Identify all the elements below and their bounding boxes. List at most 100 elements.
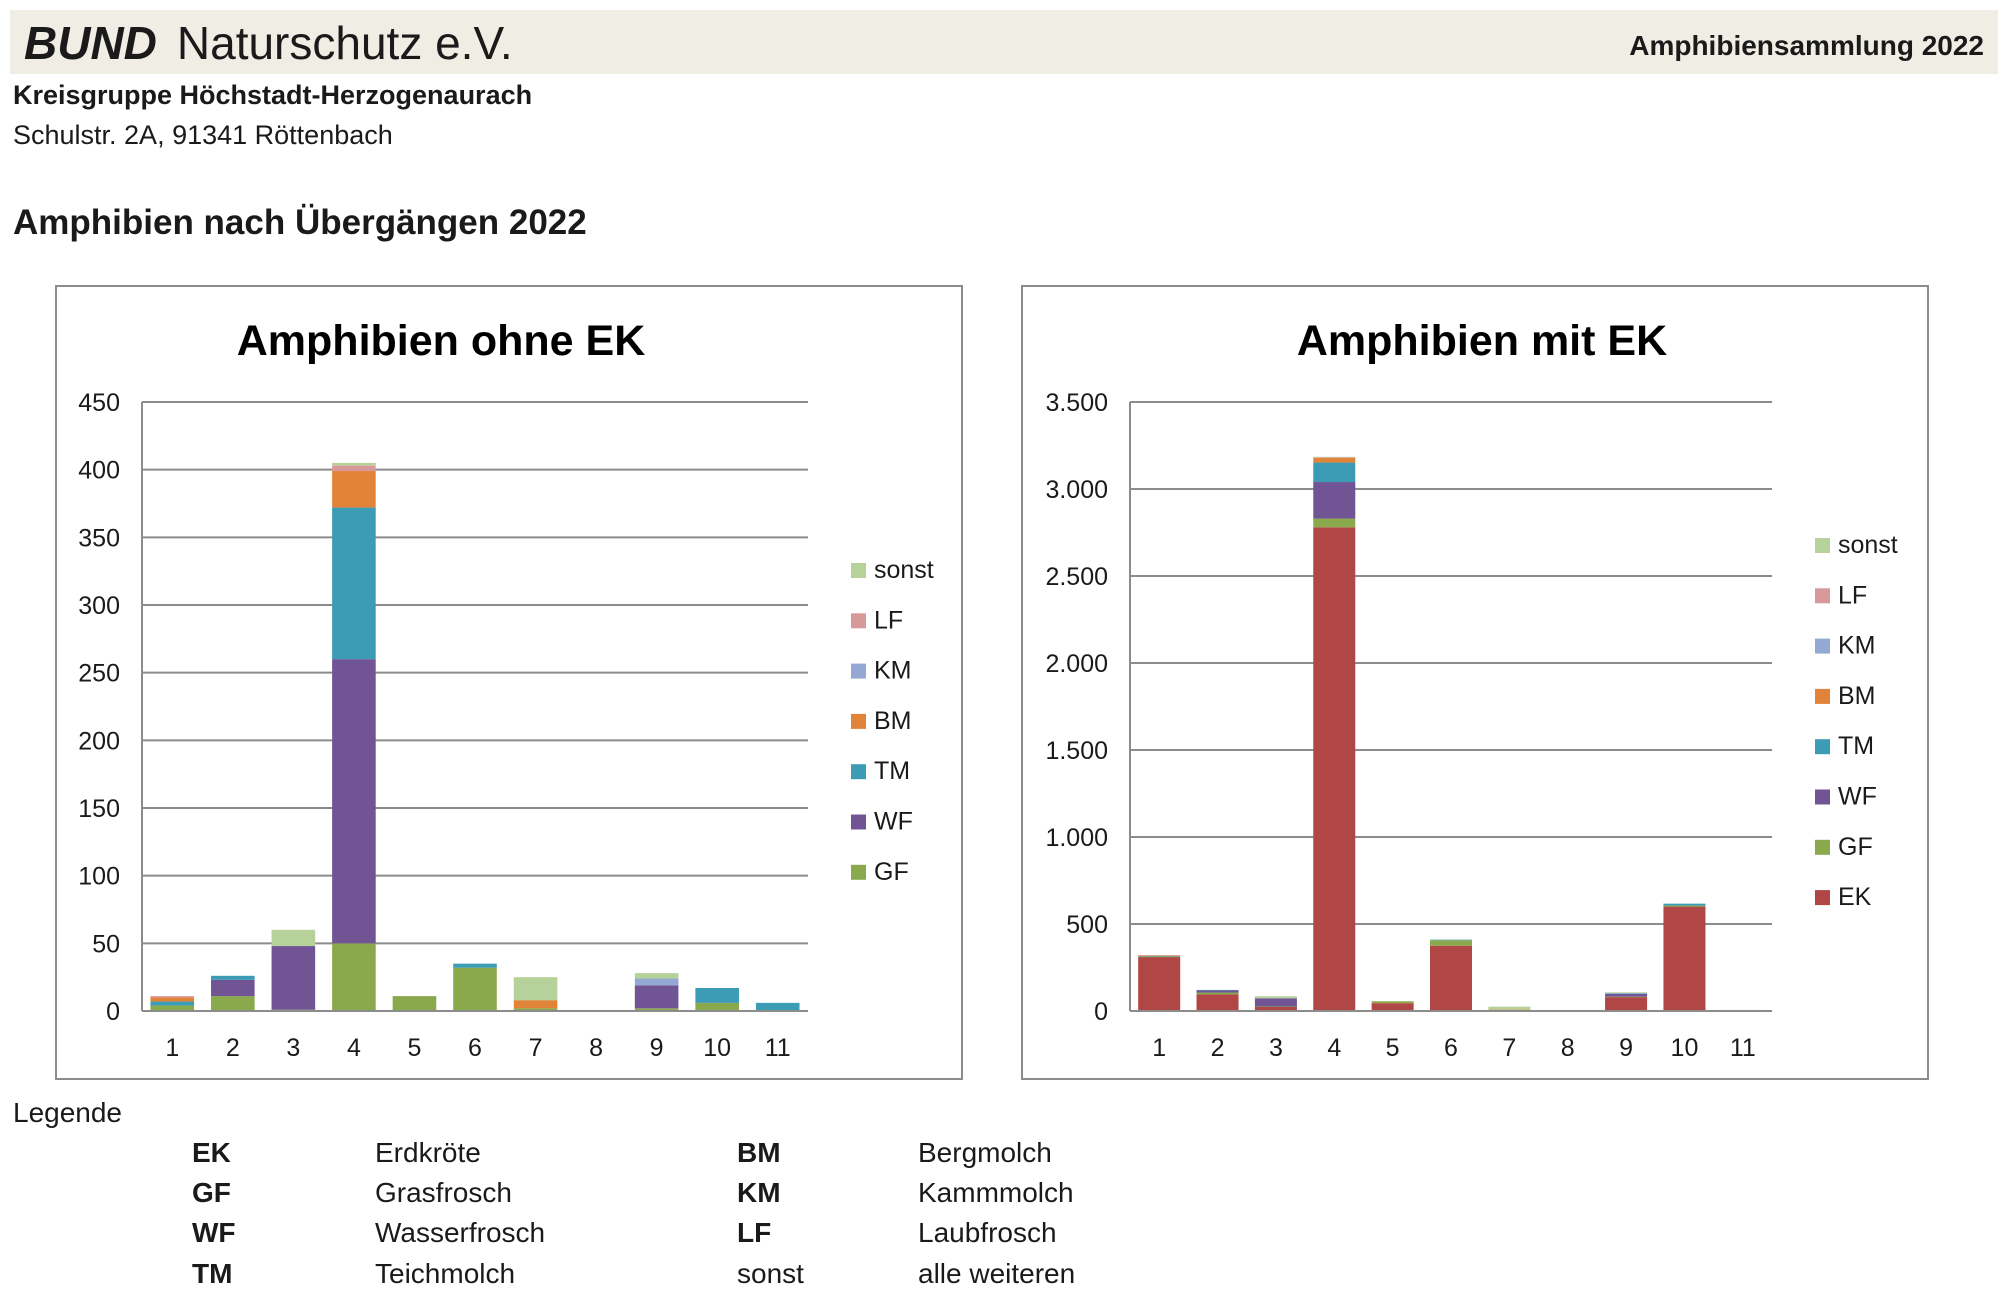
document-title: Amphibiensammlung 2022 bbox=[1629, 30, 1984, 61]
bar-ek-3 bbox=[1254, 1006, 1297, 1011]
x-tick-label: 7 bbox=[529, 1034, 543, 1062]
bar-lf-4 bbox=[332, 465, 376, 472]
bar-tm-6 bbox=[453, 963, 497, 968]
legend-label-ek: EK bbox=[1838, 883, 1872, 911]
bar-bm-7 bbox=[513, 1000, 558, 1009]
legend-swatch-lf bbox=[851, 613, 866, 629]
bar-wf-3 bbox=[1254, 998, 1297, 1007]
legend-swatch-km bbox=[851, 663, 866, 679]
legend-label-tm: TM bbox=[1838, 732, 1874, 760]
legend-swatch-tm bbox=[851, 764, 866, 780]
bar-gf-9 bbox=[1605, 996, 1648, 998]
bar-gf-5 bbox=[392, 996, 437, 1011]
bar-gf-10 bbox=[695, 1002, 739, 1011]
bar-gf-10 bbox=[1663, 905, 1706, 907]
bar-ek-6 bbox=[1429, 945, 1473, 1011]
legend-label-tm: TM bbox=[874, 757, 910, 785]
legend-swatch-ek bbox=[1815, 890, 1830, 906]
legend-name-sonst: alle weiteren bbox=[918, 1258, 1076, 1289]
bar-tm-1 bbox=[1138, 955, 1181, 957]
bar-gf-4 bbox=[1313, 518, 1356, 528]
legend-label-lf: LF bbox=[1838, 581, 1867, 609]
chart-ohne-ek: Amphibien ohne EK 0 50 100 150 200 250 300 350 40… bbox=[55, 285, 963, 1080]
bar-sonst-7 bbox=[513, 977, 558, 1001]
bar-wf-2 bbox=[1196, 990, 1239, 993]
y-tick-label: 3.000 bbox=[1045, 476, 1108, 504]
bar-lf-4 bbox=[1313, 457, 1356, 458]
y-tick-label: 300 bbox=[78, 592, 120, 620]
y-tick-label: 0 bbox=[106, 998, 120, 1026]
bar-tm-10 bbox=[1663, 903, 1706, 906]
legend-abbr-gf: GF bbox=[192, 1177, 231, 1208]
legend-swatch-gf bbox=[851, 864, 866, 880]
bar-wf-2 bbox=[211, 979, 255, 997]
x-tick-label: 5 bbox=[1386, 1034, 1400, 1062]
legend-label-bm: BM bbox=[1838, 682, 1876, 710]
y-tick-label: 3.500 bbox=[1045, 389, 1108, 417]
x-tick-label: 9 bbox=[650, 1034, 664, 1062]
legend-swatch-tm bbox=[1815, 739, 1830, 755]
x-tick-label: 8 bbox=[589, 1034, 603, 1062]
y-tick-label: 1.000 bbox=[1045, 824, 1108, 852]
legend-label-km: KM bbox=[874, 657, 912, 685]
bar-wf-3 bbox=[271, 946, 316, 1010]
x-tick-label: 6 bbox=[468, 1034, 482, 1062]
y-tick-label: 50 bbox=[92, 930, 120, 958]
x-tick-label: 5 bbox=[408, 1034, 422, 1062]
y-tick-label: 2.500 bbox=[1045, 563, 1108, 591]
legend-label-sonst: sonst bbox=[1838, 531, 1898, 559]
legend-name-wf: Wasserfrosch bbox=[375, 1217, 546, 1248]
bar-tm-11 bbox=[755, 1002, 800, 1011]
bar-tm-1 bbox=[150, 1001, 195, 1006]
legend-name-gf: Grasfrosch bbox=[375, 1177, 512, 1208]
legend-name-lf: Laubfrosch bbox=[918, 1217, 1057, 1248]
y-tick-label: 1.500 bbox=[1045, 737, 1108, 765]
legend-label-wf: WF bbox=[1838, 783, 1877, 811]
bar-gf-1 bbox=[150, 1005, 195, 1011]
y-tick-label: 400 bbox=[78, 457, 120, 485]
legend-label-gf: GF bbox=[1838, 833, 1873, 861]
x-tick-label: 11 bbox=[1730, 1034, 1756, 1062]
x-tick-label: 3 bbox=[286, 1034, 300, 1062]
bar-gf-4 bbox=[332, 943, 376, 1011]
legend-label-sonst: sonst bbox=[874, 556, 934, 584]
bar-ek-9 bbox=[1605, 997, 1648, 1011]
bar-sonst-9 bbox=[634, 973, 679, 979]
legend-name-km: Kammmolch bbox=[918, 1177, 1074, 1208]
bar-tm-2 bbox=[211, 975, 255, 980]
legend-abbr-km: KM bbox=[737, 1177, 781, 1208]
bar-wf-4 bbox=[332, 659, 376, 944]
bar-tm-4 bbox=[332, 507, 376, 660]
legend-label-wf: WF bbox=[874, 808, 913, 836]
bar-gf-2 bbox=[211, 996, 255, 1011]
legend-title: Legende bbox=[13, 1097, 123, 1128]
legend-label-lf: LF bbox=[874, 606, 903, 634]
x-tick-label: 11 bbox=[765, 1034, 791, 1062]
x-tick-label: 2 bbox=[1211, 1034, 1225, 1062]
brand-logo: BUND Naturschutz e.V. bbox=[24, 20, 513, 66]
y-tick-label: 500 bbox=[1066, 911, 1108, 939]
brand-rest: Naturschutz e.V. bbox=[176, 17, 513, 69]
bar-sonst-3 bbox=[271, 929, 316, 947]
chart-ohne-ek-svg: Amphibien ohne EK 0 50 100 150 200 250 300 350 40… bbox=[78, 317, 934, 1062]
legend-abbr-tm: TM bbox=[192, 1258, 233, 1289]
legend-swatch-sonst bbox=[851, 563, 866, 578]
x-tick-label: 10 bbox=[703, 1034, 731, 1062]
y-tick-label: 150 bbox=[78, 795, 120, 823]
bar-ek-1 bbox=[1138, 957, 1181, 1011]
bar-bm-4 bbox=[332, 471, 376, 508]
bar-tm-2 bbox=[1196, 989, 1239, 991]
bar-gf-3 bbox=[1254, 1006, 1297, 1007]
bar-tm-6 bbox=[1429, 939, 1473, 941]
bar-gf-2 bbox=[1196, 992, 1239, 995]
y-tick-label: 350 bbox=[78, 524, 120, 552]
organization-name: Kreisgruppe Höchstadt-Herzogenaurach bbox=[13, 80, 533, 110]
y-tick-label: 2.000 bbox=[1045, 650, 1108, 678]
legend-label-bm: BM bbox=[874, 707, 912, 735]
bar-ek-5 bbox=[1371, 1003, 1414, 1011]
x-tick-label: 1 bbox=[165, 1034, 179, 1062]
y-tick-label: 0 bbox=[1094, 998, 1108, 1026]
legend-name-ek: Erdkröte bbox=[375, 1137, 481, 1168]
bar-gf-1 bbox=[1138, 956, 1181, 958]
bar-km-9 bbox=[634, 978, 679, 986]
